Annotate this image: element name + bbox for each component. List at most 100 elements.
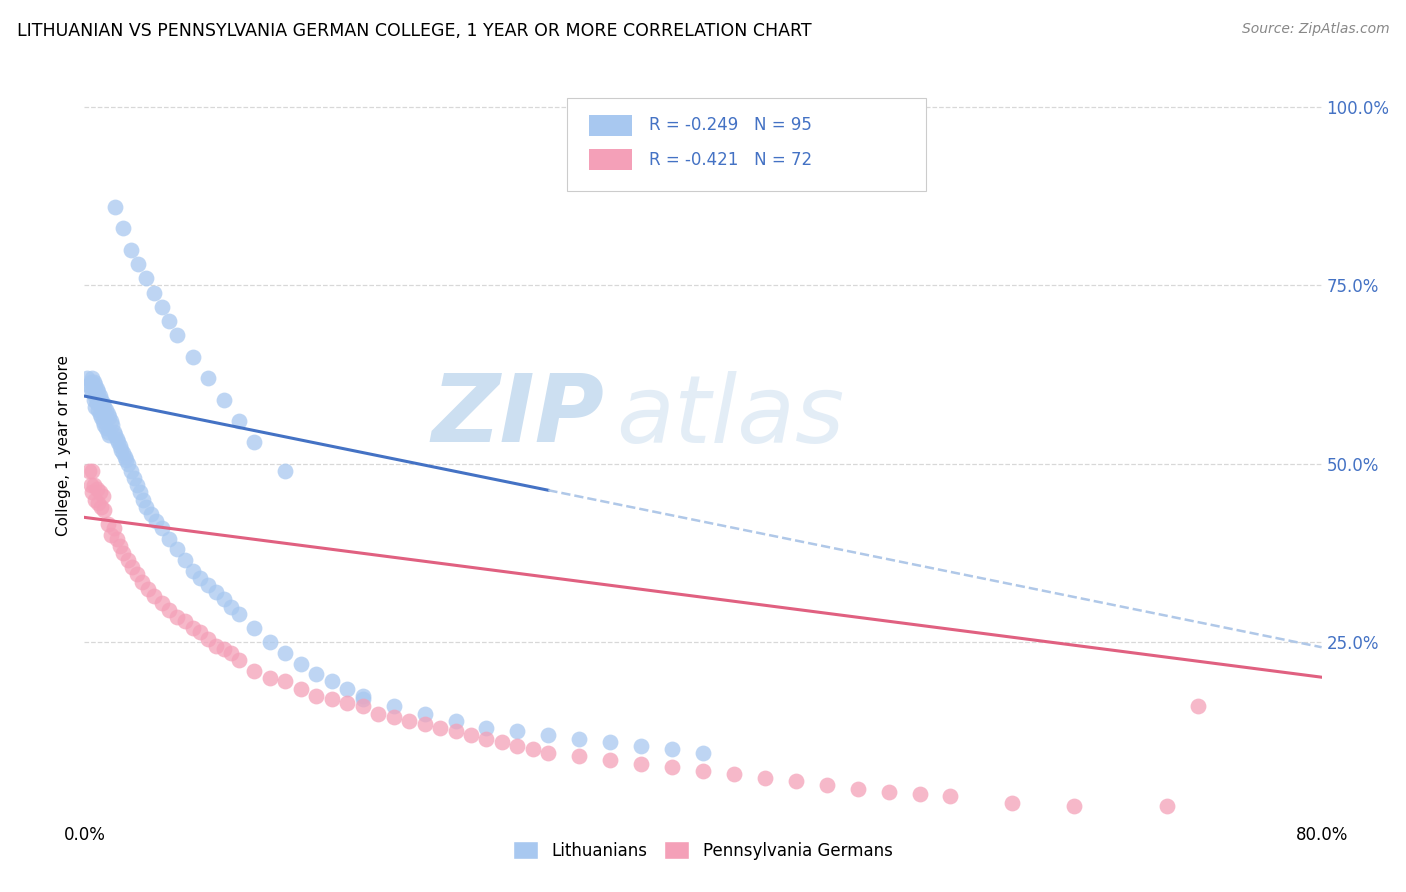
- Point: [96, 517, 118, 532]
- Point: [537, 746, 560, 760]
- Point: [243, 435, 266, 450]
- Point: [125, 478, 148, 492]
- Point: [122, 471, 145, 485]
- Point: [159, 603, 180, 617]
- Point: [259, 635, 281, 649]
- Point: [82, 371, 104, 385]
- Point: [460, 728, 482, 742]
- Point: [321, 674, 343, 689]
- Point: [90, 500, 112, 514]
- Point: [181, 350, 204, 364]
- Point: [94, 421, 117, 435]
- Point: [174, 614, 197, 628]
- Point: [537, 728, 560, 742]
- FancyBboxPatch shape: [589, 115, 633, 136]
- Point: [143, 589, 166, 603]
- Point: [352, 692, 374, 706]
- Point: [108, 539, 131, 553]
- Text: atlas: atlas: [616, 370, 845, 461]
- Point: [82, 464, 104, 478]
- Point: [84, 492, 107, 507]
- Point: [181, 621, 204, 635]
- Point: [89, 407, 111, 421]
- Point: [429, 721, 451, 735]
- Point: [908, 787, 931, 801]
- Point: [815, 778, 838, 792]
- Y-axis label: College, 1 year or more: College, 1 year or more: [56, 356, 72, 536]
- Point: [197, 371, 219, 385]
- Point: [274, 646, 297, 660]
- Point: [87, 385, 110, 400]
- Point: [444, 714, 467, 728]
- Point: [398, 714, 420, 728]
- Point: [939, 789, 962, 803]
- Point: [112, 546, 135, 560]
- Point: [103, 521, 125, 535]
- Point: [188, 571, 211, 585]
- Point: [159, 314, 180, 328]
- Text: LITHUANIAN VS PENNSYLVANIA GERMAN COLLEGE, 1 YEAR OR MORE CORRELATION CHART: LITHUANIAN VS PENNSYLVANIA GERMAN COLLEG…: [17, 22, 811, 40]
- Point: [93, 503, 115, 517]
- Point: [522, 742, 544, 756]
- Point: [145, 514, 167, 528]
- Point: [846, 781, 869, 796]
- Point: [1001, 796, 1024, 810]
- Point: [219, 599, 242, 614]
- Point: [228, 414, 250, 428]
- Point: [132, 492, 155, 507]
- Point: [93, 417, 115, 432]
- Point: [79, 375, 101, 389]
- Point: [114, 450, 136, 464]
- Point: [785, 774, 807, 789]
- Point: [413, 717, 436, 731]
- Point: [166, 328, 188, 343]
- Point: [599, 735, 621, 749]
- Point: [79, 478, 101, 492]
- Point: [84, 378, 107, 392]
- Point: [475, 721, 498, 735]
- Point: [91, 414, 114, 428]
- Point: [159, 532, 180, 546]
- Point: [290, 681, 312, 696]
- Point: [321, 692, 343, 706]
- Point: [135, 271, 157, 285]
- Point: [166, 542, 188, 557]
- Point: [243, 621, 266, 635]
- Point: [305, 689, 328, 703]
- Point: [83, 478, 105, 492]
- Point: [212, 392, 235, 407]
- Point: [129, 485, 152, 500]
- Point: [94, 403, 117, 417]
- Point: [630, 756, 652, 771]
- Point: [83, 392, 105, 407]
- Point: [174, 553, 197, 567]
- Point: [77, 464, 100, 478]
- Point: [723, 767, 745, 781]
- FancyBboxPatch shape: [567, 97, 925, 191]
- Point: [274, 464, 297, 478]
- Point: [107, 435, 129, 450]
- Point: [506, 739, 529, 753]
- Point: [150, 596, 173, 610]
- Point: [413, 706, 436, 721]
- Point: [86, 482, 108, 496]
- Point: [90, 392, 112, 407]
- Point: [131, 574, 153, 589]
- Point: [568, 749, 591, 764]
- Point: [105, 532, 128, 546]
- Point: [120, 464, 142, 478]
- Point: [89, 389, 111, 403]
- Point: [661, 742, 683, 756]
- Point: [89, 485, 111, 500]
- Point: [83, 375, 105, 389]
- Point: [382, 699, 405, 714]
- Point: [87, 403, 110, 417]
- Point: [150, 300, 173, 314]
- Point: [1187, 699, 1209, 714]
- Point: [77, 378, 100, 392]
- Point: [127, 257, 149, 271]
- Point: [139, 507, 162, 521]
- Text: R = -0.249   N = 95: R = -0.249 N = 95: [648, 116, 811, 135]
- Point: [212, 592, 235, 607]
- Point: [96, 407, 118, 421]
